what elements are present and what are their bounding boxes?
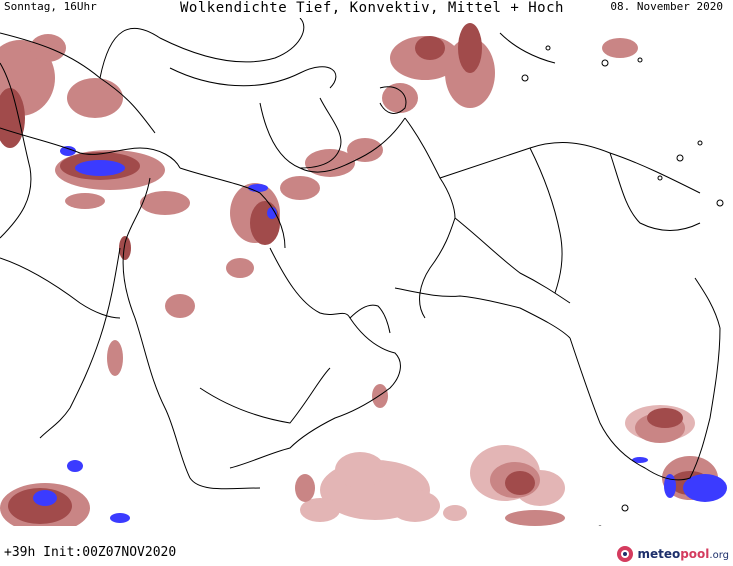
- cloud-patch-high: [119, 236, 131, 260]
- cloud-patch-medium: [226, 258, 254, 278]
- cloud-patch-high: [0, 88, 25, 148]
- cloud-patch-light: [390, 490, 440, 522]
- cloud-patch-light: [443, 505, 467, 521]
- cloud-patch-medium: [280, 176, 320, 200]
- cloud-patch-conv: [60, 146, 76, 156]
- cloud-patch-conv: [683, 474, 727, 502]
- cloud-patch-medium: [165, 294, 195, 318]
- cloud-patch-medium: [505, 510, 565, 526]
- meteopool-logo-icon: [617, 546, 634, 562]
- cloud-patch-conv: [632, 457, 648, 463]
- cloud-patch-medium: [107, 340, 123, 376]
- meteopool-logo-text: meteopool.org: [637, 547, 729, 561]
- cloud-patch-medium: [347, 138, 383, 162]
- cloud-patch-conv: [110, 513, 130, 523]
- cloud-patch-conv: [267, 207, 277, 219]
- valid-time-label: Sonntag, 16Uhr: [4, 0, 97, 13]
- cloud-patch-conv: [248, 184, 268, 192]
- cloud-patch-high: [458, 23, 482, 73]
- map-title: Wolkendichte Tief, Konvektiv, Mittel + H…: [180, 0, 564, 16]
- cloud-patch-conv: [67, 460, 83, 472]
- cloud-patch-medium: [140, 191, 190, 215]
- cloud-patch-light: [335, 452, 385, 488]
- cloud-patch-high: [505, 471, 535, 495]
- cloud-patch-medium: [372, 384, 388, 408]
- cloud-patch-medium: [67, 78, 123, 118]
- cloud-patch-medium: [602, 38, 638, 58]
- cloud-patch-high: [250, 201, 280, 245]
- forecast-date: 08. November 2020: [610, 0, 723, 13]
- cloud-patch-high: [415, 36, 445, 60]
- cloud-patch-conv: [75, 160, 125, 176]
- cloud-patch-medium: [382, 83, 418, 113]
- cloud-patch-light: [300, 498, 340, 522]
- cloud-patch-high: [647, 408, 683, 428]
- meteopool-logo[interactable]: meteopool.org: [616, 545, 729, 563]
- cloud-patch-medium: [305, 149, 355, 177]
- forecast-run-info: +39h Init:00Z07NOV2020: [4, 545, 177, 560]
- cloud-patch-conv: [33, 490, 57, 506]
- cloud-density-map: [0, 18, 733, 526]
- coastlines-and-borders: [0, 18, 721, 490]
- cloud-patch-medium: [295, 474, 315, 502]
- cloud-patch-medium: [65, 193, 105, 209]
